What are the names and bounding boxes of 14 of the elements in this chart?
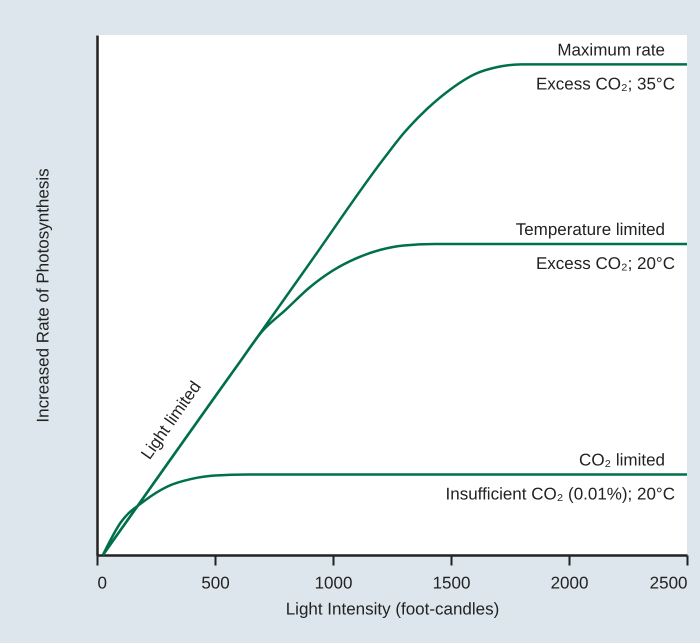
annotation: Excess CO₂; 20°C: [536, 254, 675, 273]
x-tick-label: 1500: [432, 574, 470, 592]
series-label: Maximum rate: [557, 40, 665, 60]
x-tick-label: 500: [201, 574, 230, 592]
x-tick-label: 2500: [650, 574, 688, 592]
x-tick-label: 0: [98, 574, 107, 592]
x-tick-label: 1000: [314, 574, 352, 592]
x-axis-title: Light Intensity (foot-candles): [286, 600, 500, 618]
annotation: Excess CO₂; 35°C: [536, 74, 675, 94]
y-axis-title: Increased Rate of Photosynthesis: [34, 168, 52, 423]
series-label: CO₂ limited: [579, 450, 665, 470]
x-tick-label: 2000: [550, 574, 588, 592]
series-label: Temperature limited: [516, 220, 665, 239]
annotation: Insufficient CO₂ (0.01%); 20°C: [446, 484, 675, 504]
